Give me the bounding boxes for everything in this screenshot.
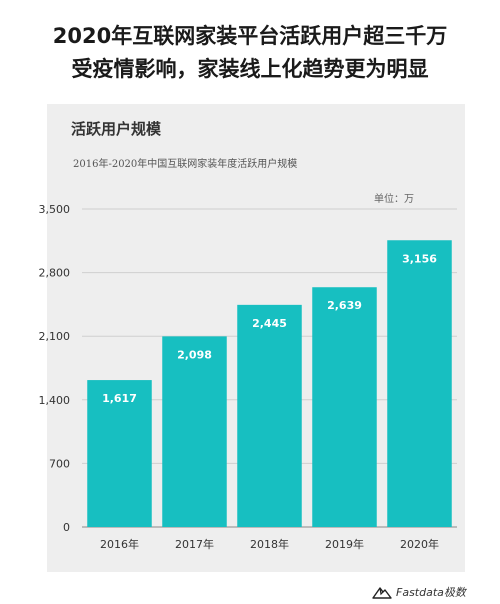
bar-value-label: 2,098	[177, 348, 212, 361]
x-tick-label: 2018年	[250, 537, 289, 551]
y-tick-label: 0	[63, 521, 70, 534]
x-tick-label: 2019年	[325, 537, 364, 551]
x-tick-label: 2020年	[400, 537, 439, 551]
x-tick-label: 2016年	[100, 537, 139, 551]
chart-subtitle: 2016年-2020年中国互联网家装年度活跃用户规模	[73, 159, 298, 170]
page-headline: 2020年互联网家装平台活跃用户超三千万 受疫情影响，家装线上化趋势更为明显	[0, 20, 500, 86]
mountain-logo-icon	[372, 587, 392, 599]
y-tick-label: 3,500	[39, 203, 71, 216]
bar	[87, 380, 152, 527]
bar	[387, 240, 452, 527]
y-tick-label: 1,400	[39, 394, 71, 407]
bar	[162, 336, 227, 527]
y-tick-label: 700	[49, 457, 70, 470]
bar-value-label: 2,639	[327, 299, 362, 312]
y-tick-label: 2,800	[39, 267, 71, 280]
headline-line-1: 2020年互联网家装平台活跃用户超三千万	[52, 24, 448, 48]
chart-title: 活跃用户规模	[71, 120, 162, 138]
bar	[312, 287, 377, 527]
bar	[237, 304, 302, 527]
brand: Fastdata极数	[372, 582, 466, 602]
bar-value-label: 3,156	[402, 252, 437, 265]
headline-line-2: 受疫情影响，家装线上化趋势更为明显	[71, 57, 429, 81]
unit-label: 单位：万	[374, 194, 414, 205]
x-tick-label: 2017年	[175, 537, 214, 551]
brand-name: Fastdata极数	[396, 586, 466, 599]
bar-value-label: 1,617	[102, 392, 137, 405]
y-tick-label: 2,100	[39, 330, 71, 343]
bar-value-label: 2,445	[252, 317, 287, 330]
